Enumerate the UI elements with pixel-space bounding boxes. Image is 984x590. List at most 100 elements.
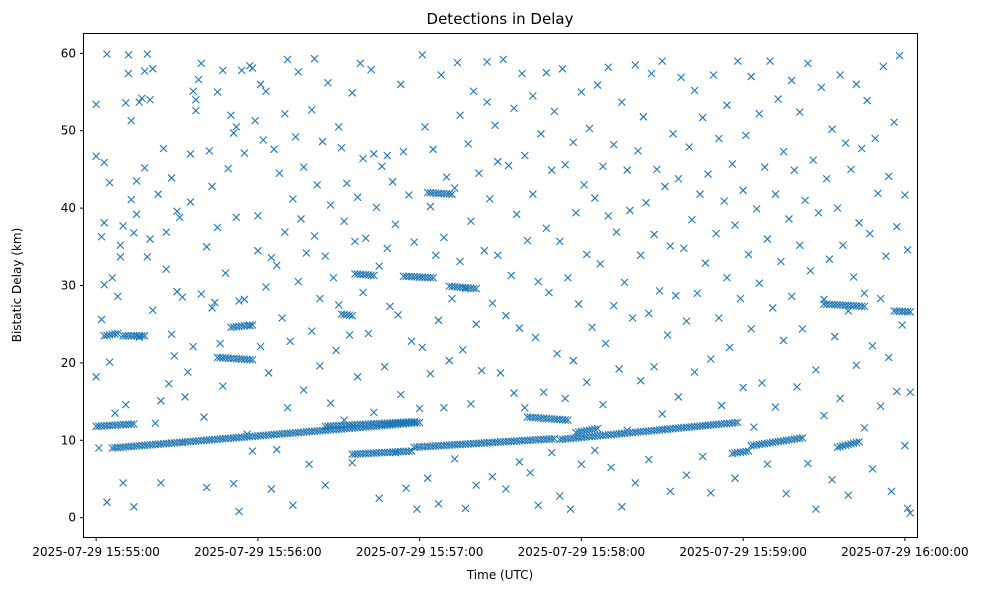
data-point: [434, 499, 443, 508]
data-point: [547, 166, 556, 175]
data-point: [466, 400, 475, 408]
data-point: [493, 251, 502, 260]
data-point: [844, 307, 853, 315]
data-point: [140, 331, 149, 340]
data-point: [820, 411, 828, 420]
data-point: [671, 291, 680, 300]
data-point: [768, 304, 777, 312]
data-point: [369, 150, 378, 158]
data-point: [162, 228, 171, 236]
data-point: [590, 425, 599, 434]
data-point: [453, 58, 462, 67]
data-point: [337, 143, 346, 152]
data-point: [178, 438, 187, 447]
data-point: [679, 244, 688, 253]
data-point: [741, 131, 750, 140]
data-point: [165, 379, 173, 388]
data-point: [240, 295, 249, 304]
data-point: [124, 51, 133, 59]
data-point: [175, 213, 184, 222]
data-point: [847, 165, 855, 174]
data-point: [806, 266, 815, 275]
data-point: [725, 343, 734, 352]
data-point: [766, 57, 774, 65]
data-point: [108, 273, 117, 282]
data-point: [828, 125, 836, 134]
data-point: [655, 287, 664, 295]
x-axis-label: Time (UTC): [466, 568, 533, 582]
data-point: [758, 379, 766, 387]
data-point: [731, 221, 739, 230]
data-point: [210, 298, 219, 307]
data-point: [714, 134, 723, 143]
data-point: [407, 337, 416, 346]
data-point: [348, 311, 357, 320]
data-point: [421, 122, 429, 131]
data-point: [714, 314, 723, 322]
data-point: [750, 423, 758, 432]
data-point: [739, 383, 748, 392]
y-tick-label: 30: [61, 279, 76, 293]
data-point: [156, 478, 165, 487]
data-point: [604, 211, 613, 220]
data-point: [103, 498, 111, 507]
data-point: [857, 302, 866, 311]
data-point: [496, 369, 505, 377]
data-point: [256, 342, 265, 351]
data-point: [286, 337, 295, 346]
data-point: [599, 162, 607, 171]
y-tick-label: 60: [61, 46, 76, 60]
data-point: [836, 394, 845, 403]
data-point: [448, 190, 456, 199]
data-point: [132, 177, 141, 185]
data-point: [577, 460, 586, 469]
data-point: [129, 502, 138, 511]
data-point: [183, 368, 192, 377]
data-point: [221, 269, 230, 278]
data-point: [248, 355, 257, 364]
data-point: [690, 368, 699, 377]
data-point: [437, 71, 446, 79]
data-point: [321, 481, 330, 490]
data-point: [833, 204, 842, 213]
data-point: [631, 61, 640, 69]
data-point: [442, 173, 451, 182]
data-point: [617, 98, 626, 106]
data-point: [251, 116, 260, 125]
data-point: [351, 237, 359, 246]
plot-frame: [83, 33, 918, 538]
data-point: [353, 193, 362, 202]
x-tick-label: 2025-07-29 15:55:00: [32, 545, 159, 559]
data-point: [272, 261, 281, 270]
data-point: [224, 164, 233, 173]
data-point: [377, 162, 386, 171]
data-point: [208, 304, 216, 312]
data-point: [448, 294, 456, 303]
data-point: [342, 179, 351, 188]
data-point: [674, 174, 683, 183]
data-point: [140, 67, 149, 76]
data-point: [733, 57, 742, 65]
data-point: [860, 302, 869, 311]
data-point: [887, 487, 896, 496]
data-point: [884, 353, 893, 362]
data-point: [472, 320, 481, 329]
data-point: [92, 100, 101, 109]
data-point: [469, 87, 478, 96]
data-point: [884, 172, 893, 181]
data-point: [903, 504, 912, 513]
data-point: [601, 339, 610, 348]
data-point: [871, 134, 880, 143]
data-point: [812, 505, 820, 514]
scatter-points: [92, 50, 915, 517]
data-point: [526, 468, 535, 477]
data-point: [507, 271, 516, 280]
data-point: [396, 390, 405, 399]
data-point: [876, 294, 885, 303]
data-point: [170, 352, 179, 360]
data-point: [798, 434, 807, 442]
data-point: [324, 78, 332, 87]
data-point: [326, 201, 335, 209]
data-point: [493, 157, 502, 166]
data-point: [127, 195, 136, 204]
